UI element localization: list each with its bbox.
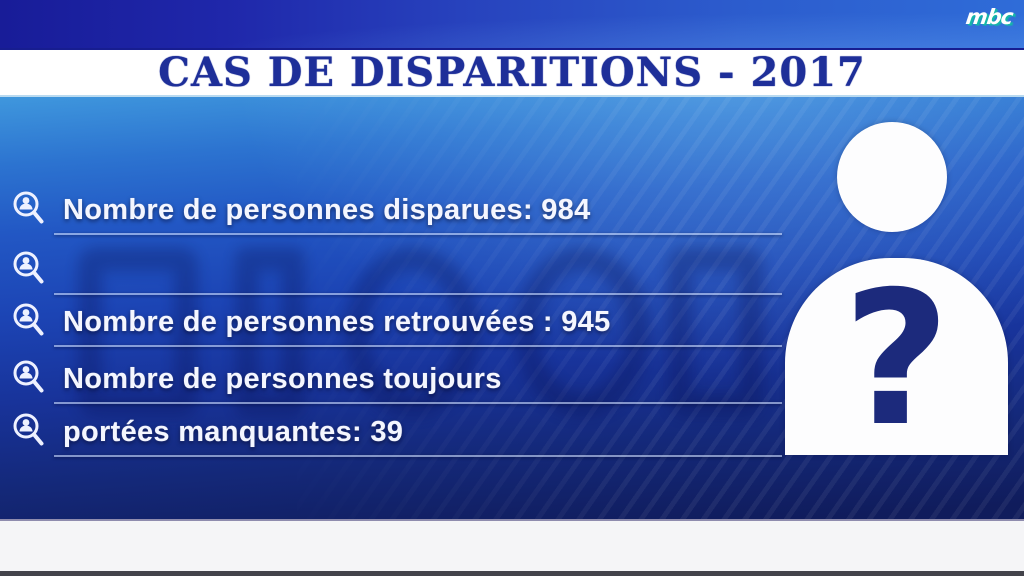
mbc-logo: mbc [963,5,1014,29]
page-title: CAS DE DISPARITIONS - 2017 [158,49,866,96]
stat-label: Nombre de personnes disparues: 984 [63,193,591,226]
bottom-white-band [0,519,1024,571]
person-search-icon [13,191,44,224]
stat-label: Nombre de personnes retrouvées : 945 [63,305,611,338]
title-banner: CAS DE DISPARITIONS - 2017 [0,48,1024,97]
top-banner: mbc [0,0,1024,48]
person-search-icon [13,251,44,284]
stat-row-toujours: Nombre de personnes toujours [10,356,782,404]
person-search-icon [13,413,44,446]
stat-label: Nombre de personnes toujours [63,362,502,395]
silhouette-head [837,122,947,232]
person-search-icon [13,360,44,393]
silhouette-body: ? [785,258,1008,455]
stat-row-manquantes: portées manquantes: 39 [10,409,782,457]
person-search-icon [13,303,44,336]
stat-label: portées manquantes: 39 [63,415,404,448]
stat-row-disparues: Nombre de personnes disparues: 984 [10,187,782,235]
question-mark-icon: ? [842,251,951,467]
stat-row-empty [10,247,782,295]
bottom-edge-line [0,571,1024,576]
stat-row-retrouvees: Nombre de personnes retrouvées : 945 [10,299,782,347]
stats-panel: Nombre de personnes disparues: 984 Nombr… [0,97,1024,519]
